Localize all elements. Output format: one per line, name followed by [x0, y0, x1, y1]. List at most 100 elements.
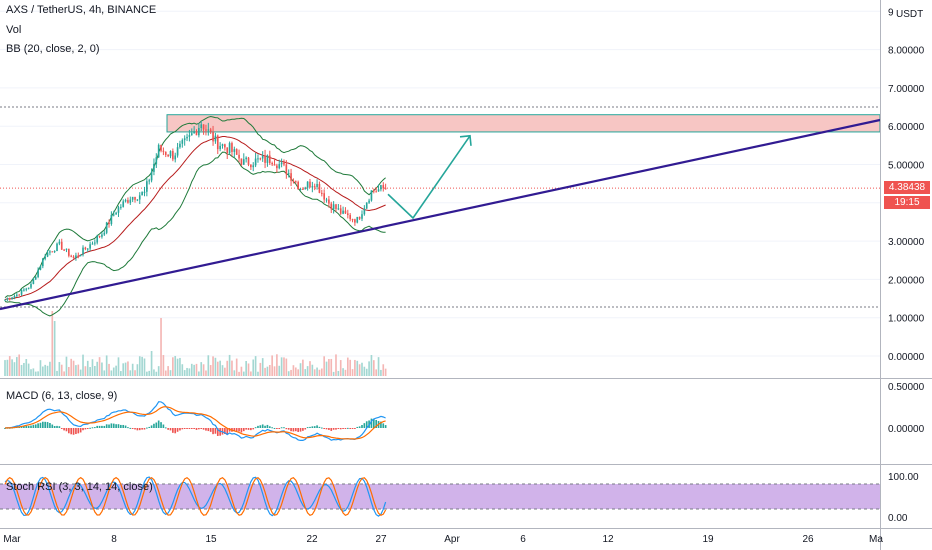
stoch-rsi-band	[0, 484, 880, 509]
candle-body	[195, 131, 198, 136]
volume-bar	[195, 363, 198, 376]
candle-body	[68, 248, 70, 256]
volume-bar	[242, 371, 245, 376]
volume-bar	[105, 355, 108, 376]
macd-hist-bar	[323, 428, 325, 430]
macd-hist-bar	[108, 424, 110, 428]
volume-bar	[228, 354, 231, 376]
candle-body	[311, 186, 314, 188]
volume-bar	[89, 367, 91, 376]
volume-bar	[231, 360, 233, 376]
macd-hist-bar	[287, 428, 290, 430]
volume-bar	[337, 370, 340, 376]
candle-body	[167, 154, 169, 157]
candle-body	[276, 165, 278, 169]
macd-hist-bar	[86, 428, 89, 429]
ascending-trendline[interactable]	[0, 118, 881, 311]
volume-bar	[309, 361, 311, 376]
volume-bar	[65, 356, 68, 376]
candle-body	[18, 294, 21, 296]
candle-body	[6, 298, 9, 300]
macd-hist-bar	[205, 428, 207, 431]
volume-bar	[8, 356, 11, 376]
resistance-zone[interactable]	[166, 114, 881, 133]
candle-body	[250, 164, 252, 168]
candle-body	[309, 181, 311, 188]
macd-hist-bar	[245, 428, 247, 430]
candle-body	[380, 185, 382, 190]
volume-bar	[84, 366, 87, 376]
time-tick-label: 22	[306, 534, 318, 545]
volume-bar	[302, 359, 304, 376]
candle-body	[110, 214, 113, 225]
macd-hist-bar	[361, 425, 363, 428]
macd-hist-bar	[335, 428, 337, 430]
candle-body	[351, 219, 354, 221]
volume-bar	[115, 365, 117, 376]
candle-body	[283, 162, 285, 165]
macd-label[interactable]: MACD (6, 13, close, 9)	[6, 390, 118, 402]
candle-body	[377, 189, 380, 192]
volume-bar	[294, 367, 297, 376]
macd-line	[4, 401, 386, 441]
price-tick-label: 7.00000	[888, 84, 925, 95]
candle-body	[264, 155, 266, 163]
candle-body	[342, 210, 344, 214]
volume-bar	[98, 357, 101, 376]
macd-hist-bar	[320, 427, 323, 429]
candle-body	[346, 213, 349, 216]
stoch-rsi-label[interactable]: Stoch RSI (3, 3, 14, 14, close)	[6, 481, 153, 493]
volume-bar	[169, 370, 172, 376]
candle-body	[245, 157, 247, 160]
macd-hist-bar	[150, 425, 153, 428]
macd-hist-bar	[32, 424, 35, 428]
volume-bar	[4, 360, 6, 376]
price-tick-label: 9	[888, 7, 894, 18]
price-tick-label: 8.00000	[888, 46, 925, 57]
macd-hist-bar	[207, 428, 210, 432]
macd-hist-bar	[346, 427, 349, 429]
candle-body	[240, 158, 243, 165]
macd-hist-bar	[382, 423, 385, 428]
macd-hist-bar	[193, 428, 195, 429]
volume-bar	[297, 369, 299, 376]
volume-bar	[79, 369, 82, 376]
macd-hist-bar	[89, 427, 91, 429]
candle-body	[207, 129, 210, 131]
candle-body	[297, 181, 299, 190]
bb-basis	[4, 136, 386, 300]
candle-body	[129, 199, 132, 203]
candle-body	[292, 180, 295, 182]
bb-label[interactable]: BB (20, close, 2, 0)	[6, 43, 100, 55]
macd-hist-bar	[103, 425, 106, 428]
candle-body	[134, 196, 136, 200]
candle-body	[370, 190, 373, 201]
candle-body	[202, 124, 205, 130]
macd-hist-bar	[53, 426, 56, 428]
candle-body	[169, 151, 172, 157]
vol-label[interactable]: Vol	[6, 24, 22, 36]
macd-hist-bar	[146, 427, 148, 429]
macd-hist-bar	[112, 423, 115, 428]
price-axis[interactable]: 98.000007.000006.000005.000004.000003.00…	[888, 7, 925, 524]
candle-body	[238, 154, 240, 159]
projection-arrow[interactable]	[387, 135, 471, 220]
symbol-title[interactable]: AXS / TetherUS, 4h, BINANCE	[6, 4, 157, 16]
candle-body	[141, 192, 143, 196]
macd-histogram	[4, 418, 387, 436]
macd-hist-bar	[122, 424, 125, 428]
candle-body	[127, 200, 129, 203]
volume-bar	[23, 362, 25, 376]
macd-hist-bar	[96, 425, 99, 428]
macd-hist-bar	[91, 427, 94, 429]
candle-body	[56, 243, 58, 252]
macd-hist-bar	[235, 428, 238, 432]
price-panel[interactable]	[0, 0, 880, 378]
macd-hist-bar	[183, 428, 186, 429]
candle-body	[384, 188, 387, 190]
time-axis[interactable]: Mar 8 15 22 27 Apr 6 12 19 26 Ma	[3, 534, 883, 545]
volume-bar	[240, 366, 243, 376]
volume-bar	[250, 371, 252, 376]
macd-hist-bar	[44, 421, 47, 428]
